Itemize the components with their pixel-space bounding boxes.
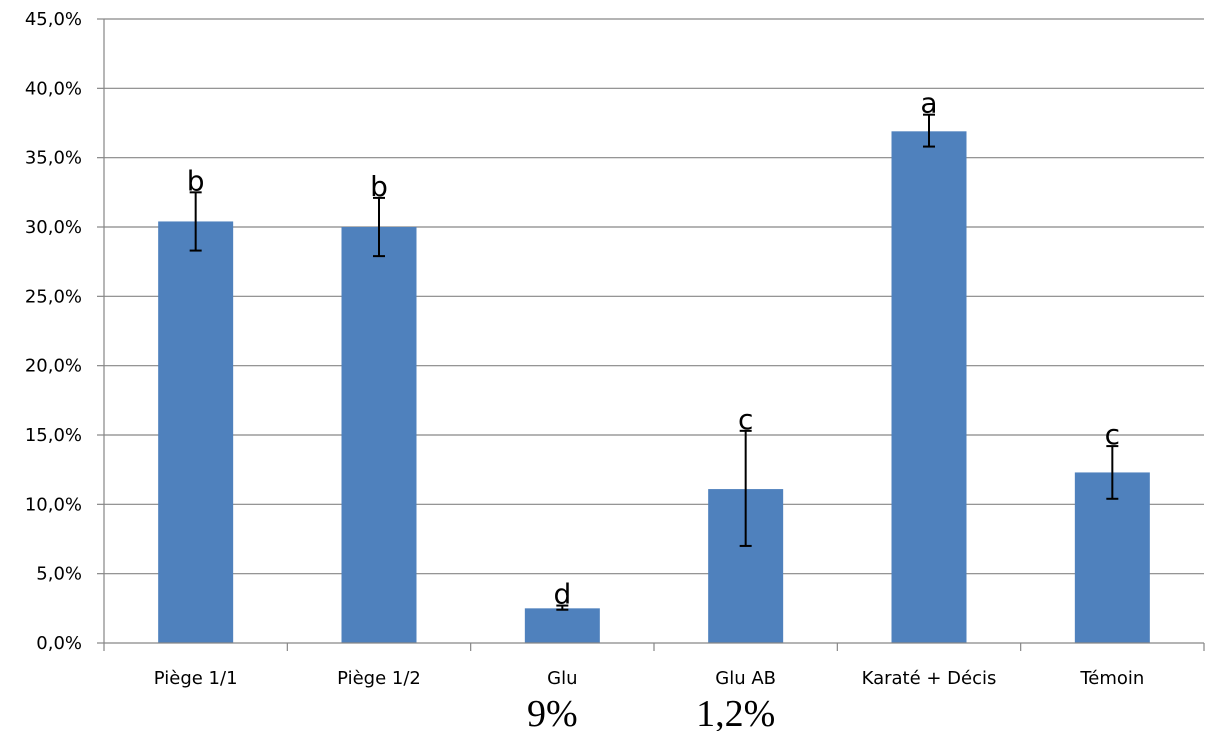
error-bars xyxy=(189,113,1119,611)
bar xyxy=(891,131,967,643)
x-tick-label: Karaté + Décis xyxy=(862,668,997,689)
bar xyxy=(158,221,234,643)
y-tick-label: 25,0% xyxy=(25,286,82,307)
axes xyxy=(97,18,1205,651)
y-tick-label: 15,0% xyxy=(25,425,82,446)
annotation-text: 1,2% xyxy=(696,693,775,731)
gridlines xyxy=(104,18,1204,575)
x-tick-label: Glu xyxy=(547,668,577,689)
significance-letter: d xyxy=(553,578,571,611)
labels: 0,0% 5,0% 10,0% 15,0% 20,0% 25,0% 30,0% 35,0% 40… xyxy=(25,9,1145,731)
y-tick-label: 35,0% xyxy=(25,148,82,169)
y-tick-label: 0,0% xyxy=(36,633,82,654)
x-tick-label: Glu AB xyxy=(715,668,776,689)
y-tick-label: 5,0% xyxy=(36,564,82,585)
significance-letter: b xyxy=(187,164,205,197)
bar xyxy=(1074,472,1150,643)
x-tick-label: Témoin xyxy=(1079,668,1144,689)
y-tick-label: 40,0% xyxy=(25,78,82,99)
bar xyxy=(341,227,417,643)
bar xyxy=(524,608,600,643)
annotation-text: 9% xyxy=(527,693,578,731)
x-tick-label: Piège 1/2 xyxy=(337,668,421,689)
y-tick-label: 20,0% xyxy=(25,356,82,377)
significance-letter: c xyxy=(738,403,753,436)
y-tick-label: 10,0% xyxy=(25,494,82,515)
bars xyxy=(158,131,1150,643)
significance-letter: b xyxy=(370,170,388,203)
x-tick-label: Piège 1/1 xyxy=(154,668,238,689)
y-tick-label: 45,0% xyxy=(25,9,82,30)
significance-letter: a xyxy=(920,87,937,120)
significance-letter: c xyxy=(1105,418,1120,451)
y-tick-label: 30,0% xyxy=(25,217,82,238)
